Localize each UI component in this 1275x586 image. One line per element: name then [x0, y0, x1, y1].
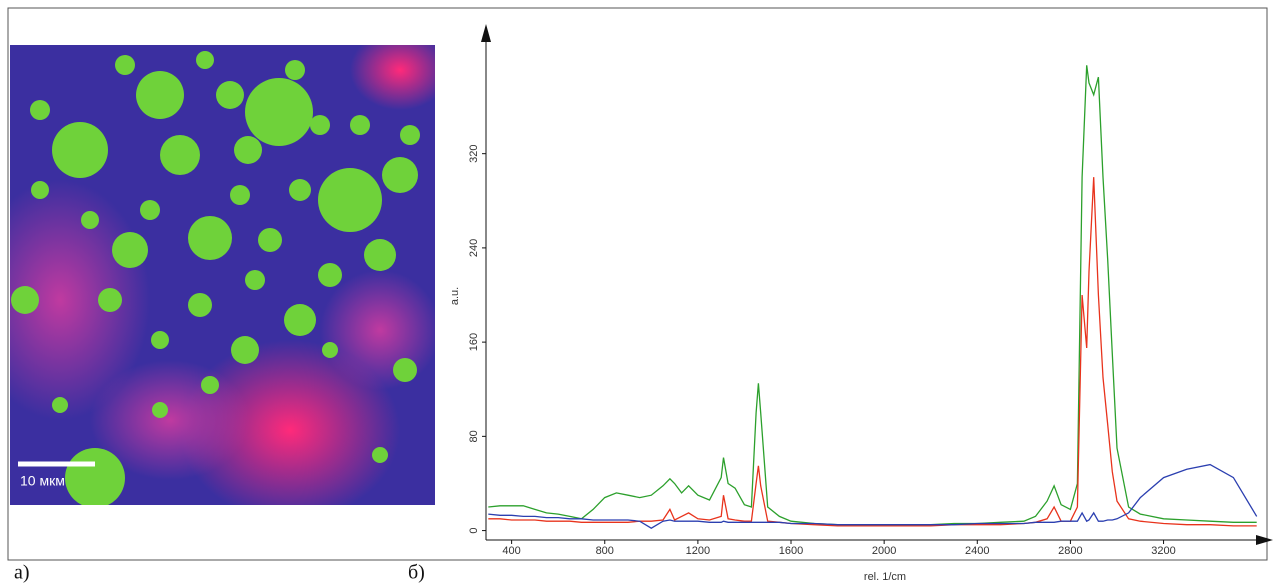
- y-tick-label: 160: [468, 333, 480, 351]
- y-tick-label: 240: [468, 239, 480, 257]
- spectrum-line: [488, 65, 1257, 526]
- panel-label: а): [14, 562, 30, 584]
- spectrum-line: [488, 177, 1257, 527]
- y-tick-label: 320: [468, 144, 480, 162]
- x-axis-label: rel. 1/cm: [864, 571, 906, 583]
- y-axis-arrow: [481, 24, 491, 42]
- x-tick-label: 3200: [1151, 545, 1175, 557]
- x-tick-label: 2400: [965, 545, 989, 557]
- y-tick-label: 0: [468, 528, 480, 534]
- x-tick-label: 2800: [1058, 545, 1082, 557]
- frame: [7, 7, 1268, 561]
- scale-bar-label: 10 мкм: [20, 473, 65, 489]
- micrograph: 10 мкм: [10, 45, 435, 505]
- x-tick-label: 2000: [872, 545, 896, 557]
- spectrum-line: [488, 463, 1258, 529]
- x-axis-arrow: [1256, 535, 1273, 545]
- x-tick-label: 400: [502, 545, 520, 557]
- x-tick-label: 1200: [686, 545, 710, 557]
- y-axis-label: a.u.: [449, 287, 461, 305]
- panel-label: б): [408, 562, 425, 584]
- x-tick-label: 1600: [779, 545, 803, 557]
- x-tick-label: 800: [596, 545, 614, 557]
- y-tick-label: 80: [468, 430, 480, 442]
